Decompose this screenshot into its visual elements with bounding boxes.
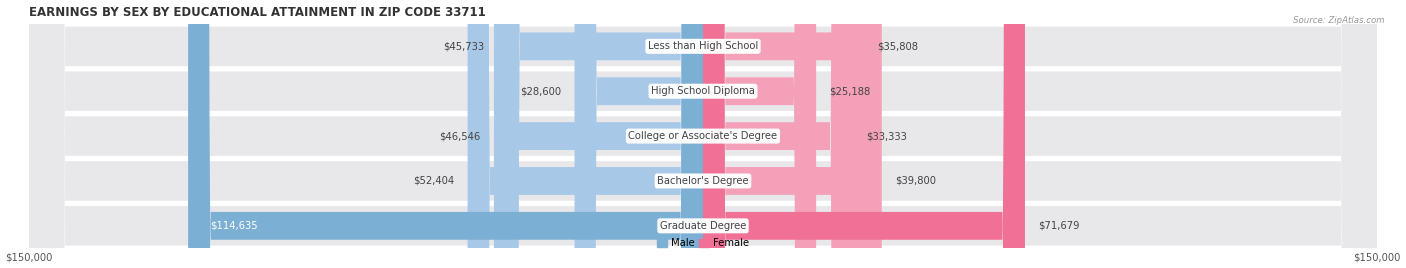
FancyBboxPatch shape	[30, 0, 1376, 268]
FancyBboxPatch shape	[30, 0, 1376, 268]
FancyBboxPatch shape	[703, 0, 852, 268]
FancyBboxPatch shape	[575, 0, 703, 268]
Text: $25,188: $25,188	[830, 86, 870, 96]
FancyBboxPatch shape	[30, 0, 1376, 268]
Text: College or Associate's Degree: College or Associate's Degree	[628, 131, 778, 141]
Text: $71,679: $71,679	[1039, 221, 1080, 231]
FancyBboxPatch shape	[468, 0, 703, 268]
Text: $45,733: $45,733	[443, 41, 484, 51]
Text: EARNINGS BY SEX BY EDUCATIONAL ATTAINMENT IN ZIP CODE 33711: EARNINGS BY SEX BY EDUCATIONAL ATTAINMEN…	[30, 6, 486, 18]
Text: Source: ZipAtlas.com: Source: ZipAtlas.com	[1294, 16, 1385, 25]
Text: High School Diploma: High School Diploma	[651, 86, 755, 96]
Legend: Male, Female: Male, Female	[652, 234, 754, 252]
FancyBboxPatch shape	[188, 0, 703, 268]
Text: $28,600: $28,600	[520, 86, 561, 96]
Text: $33,333: $33,333	[866, 131, 907, 141]
Text: $114,635: $114,635	[211, 221, 259, 231]
Text: $52,404: $52,404	[413, 176, 454, 186]
FancyBboxPatch shape	[494, 0, 703, 268]
FancyBboxPatch shape	[703, 0, 882, 268]
Text: $46,546: $46,546	[439, 131, 481, 141]
FancyBboxPatch shape	[703, 0, 863, 268]
Text: Graduate Degree: Graduate Degree	[659, 221, 747, 231]
Text: Bachelor's Degree: Bachelor's Degree	[657, 176, 749, 186]
Text: Less than High School: Less than High School	[648, 41, 758, 51]
Text: $35,808: $35,808	[877, 41, 918, 51]
FancyBboxPatch shape	[30, 0, 1376, 268]
Text: $39,800: $39,800	[896, 176, 936, 186]
FancyBboxPatch shape	[498, 0, 703, 268]
FancyBboxPatch shape	[703, 0, 1025, 268]
FancyBboxPatch shape	[703, 0, 815, 268]
FancyBboxPatch shape	[30, 0, 1376, 268]
